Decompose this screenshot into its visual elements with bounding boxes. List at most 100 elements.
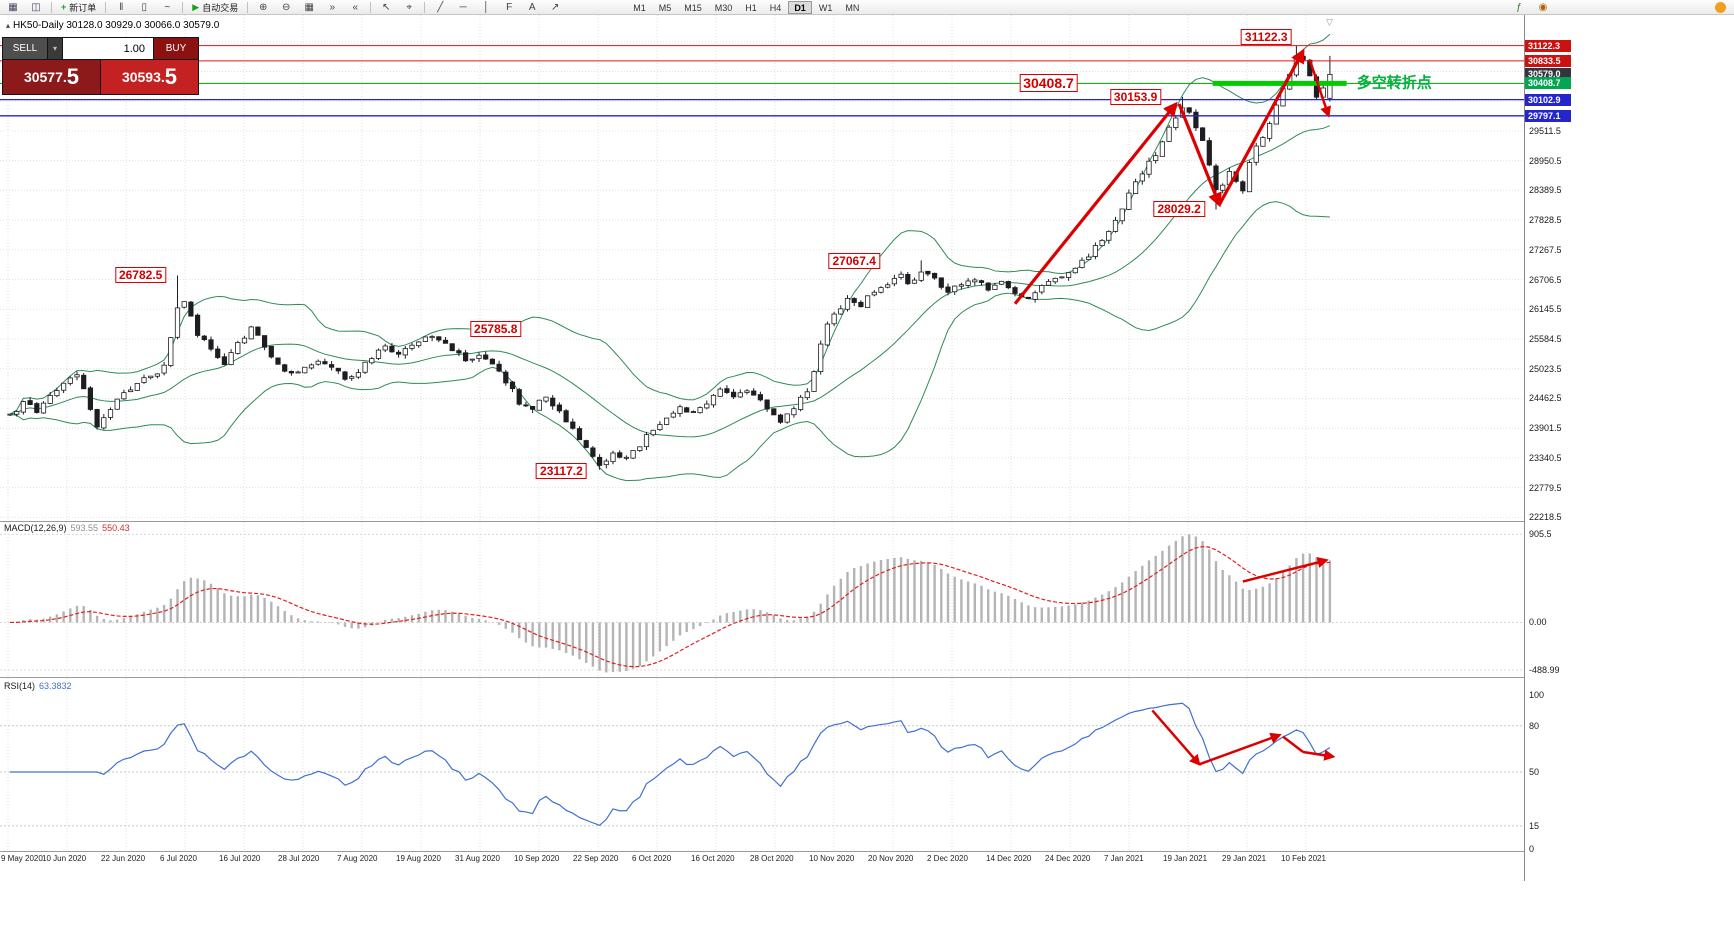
one-click-toggle[interactable]: ▴ — [6, 21, 11, 30]
timeframe-h1[interactable]: H1 — [745, 2, 757, 13]
time-axis-label: 6 Oct 2020 — [632, 854, 672, 863]
price-tag-30579.0: 30579.0 — [1525, 68, 1571, 81]
auto-trading-button-icon: ▶ — [192, 1, 200, 12]
turning-point-label[interactable]: 多空转折点 — [1356, 74, 1432, 92]
timeframe-m30[interactable]: M30 — [714, 2, 733, 13]
price-tag-30833.5: 30833.5 — [1525, 54, 1571, 67]
community-icon[interactable] — [1715, 1, 1726, 13]
buy-button[interactable]: BUY — [154, 38, 198, 59]
timeframe-mn[interactable]: MN — [845, 2, 860, 13]
sell-price-main: 30577. — [23, 69, 67, 85]
time-axis-label: 10 Sep 2020 — [514, 854, 560, 863]
tile-windows-icon[interactable]: ▦ — [304, 1, 314, 13]
time-axis-label: 28 Jul 2020 — [278, 854, 320, 863]
price-axis-tick: 25023.5 — [1529, 363, 1562, 374]
price-annotation-28029.2[interactable]: 28029.2 — [1153, 201, 1205, 218]
chart-shift-icon[interactable]: « — [352, 1, 358, 13]
timeframe-m15[interactable]: M15 — [684, 2, 702, 13]
price-axis-tick: 27828.5 — [1529, 215, 1562, 226]
rsi-line — [10, 702, 1331, 826]
rsi-axis-label: 100 — [1529, 690, 1545, 700]
buy-price-big-digit: 5 — [164, 63, 178, 89]
macd-value-2: 550.43 — [102, 523, 130, 533]
line-chart-icon[interactable]: ~ — [164, 1, 171, 13]
price-axis[interactable]: 29511.5 28950.5 28389.5 27828.5 27267.5 26706… — [1524, 15, 1734, 881]
chart-canvas[interactable] — [0, 15, 1524, 866]
auto-scroll-icon[interactable]: » — [329, 1, 335, 13]
price-annotation-30408.7[interactable]: 30408.7 — [1019, 74, 1078, 93]
rsi-axis-label: 50 — [1529, 767, 1540, 777]
sell-price[interactable]: 30577. 5 — [3, 60, 100, 94]
volume-field[interactable]: 1.00 — [63, 38, 153, 59]
vertical-line-icon[interactable]: │ — [483, 1, 490, 13]
sell-button[interactable]: SELL — [3, 38, 47, 59]
price-annotation-30153.9[interactable]: 30153.9 — [1109, 89, 1162, 106]
price-tag-30102.9: 30102.9 — [1525, 93, 1571, 106]
macd-name: MACD(12,26,9) — [4, 523, 67, 533]
buy-price[interactable]: 30593. 5 — [101, 60, 198, 94]
crosshair-icon[interactable]: ⌖ — [406, 1, 413, 13]
time-axis-label: 29 Jan 2021 — [1222, 854, 1267, 863]
time-axis-label: 19 Jan 2021 — [1163, 854, 1208, 863]
zoom-in-icon[interactable]: ⊕ — [259, 1, 268, 13]
toolbar-separator — [51, 1, 52, 13]
timeframe-d1[interactable]: D1 — [788, 0, 812, 14]
zoom-out-icon[interactable]: ⊖ — [282, 1, 291, 13]
text-tool-icon[interactable]: A — [528, 1, 536, 13]
chart-area[interactable]: 29511.5 28950.5 28389.5 27828.5 27267.5 26706… — [0, 15, 1734, 946]
toolbar-separator — [182, 1, 184, 13]
macd-value-1: 593.55 — [70, 523, 99, 533]
new-order-button[interactable]: + 新订单 — [56, 1, 101, 14]
chart-profiles-icon[interactable]: ◫ — [31, 1, 41, 13]
price-axis-tick: 29511.5 — [1529, 125, 1561, 136]
indicators-icon[interactable]: ƒ — [1516, 1, 1522, 13]
horizontal-lines[interactable] — [0, 45, 1524, 117]
rsi-axis-label: 80 — [1529, 720, 1540, 731]
new-order-button-label: 新订单 — [69, 2, 97, 13]
rsi-panel-separator[interactable] — [0, 677, 1734, 678]
rsi-axis-label: 0 — [1529, 844, 1535, 854]
auto-trading-button-label: 自动交易 — [202, 2, 239, 13]
price-annotation-27067.4[interactable]: 27067.4 — [828, 252, 880, 269]
timeframe-h4[interactable]: H4 — [769, 2, 782, 13]
time-axis-label: 9 May 2020 — [1, 854, 43, 863]
timeframe-m1[interactable]: M1 — [633, 2, 646, 13]
alerts-icon[interactable]: ◉ — [1538, 1, 1548, 13]
timeframe-m5[interactable]: M5 — [658, 2, 672, 13]
new-chart-icon[interactable]: ▦ — [8, 1, 18, 13]
toolbar-separator — [424, 1, 426, 13]
cursor-icon[interactable]: ↖ — [382, 1, 391, 13]
candlestick-chart-icon[interactable]: ▯ — [141, 1, 148, 13]
horizontal-line-icon[interactable]: ─ — [459, 1, 467, 13]
one-click-trade-panel: SELL ▾ 1.00 BUY 30577. 5 30593. 5 — [2, 37, 199, 95]
new-order-button-icon: + — [61, 2, 67, 12]
price-axis-tick: 23901.5 — [1529, 423, 1562, 434]
toolbar-right: ƒ ◉ — [1508, 1, 1554, 14]
time-axis-separator — [0, 851, 1734, 852]
sell-price-big-digit: 5 — [66, 63, 80, 89]
ohlc-bars-icon[interactable]: ‖ — [119, 1, 124, 13]
price-axis-tick: 26706.5 — [1529, 274, 1562, 285]
volume-dropdown[interactable]: ▾ — [48, 38, 62, 59]
rsi-panel — [0, 702, 1524, 827]
auto-trading-button[interactable]: ▶ 自动交易 — [187, 1, 243, 14]
macd-panel — [0, 533, 1524, 673]
macd-panel-separator[interactable] — [0, 521, 1734, 522]
fibonacci-icon[interactable]: F — [506, 1, 513, 13]
time-axis-label: 2 Dec 2020 — [927, 854, 968, 863]
trend-arrows[interactable] — [1013, 48, 1332, 305]
price-annotation-25785.8[interactable]: 25785.8 — [470, 320, 522, 337]
price-axis-tick: 24462.5 — [1529, 393, 1562, 404]
price-annotation-31122.3[interactable]: 31122.3 — [1240, 28, 1292, 45]
trendline-icon[interactable]: ╱ — [437, 1, 444, 13]
time-axis-label: 31 Aug 2020 — [455, 854, 500, 863]
time-axis-label: 10 Jun 2020 — [42, 854, 87, 863]
price-annotation-23117.2[interactable]: 23117.2 — [536, 462, 587, 479]
timeframe-w1[interactable]: W1 — [818, 2, 833, 13]
price-annotation-26782.5[interactable]: 26782.5 — [114, 266, 167, 283]
price-axis-tick: 26145.5 — [1529, 304, 1562, 315]
toolbar: ▦ ◫ + 新订单 ‖ ▯ ~ ▶ 自动交易 ⊕ ⊖ ▦ » « ↖ ⌖ ╱ ─ │ F A ↗ M1 M5 M15 M30 H1… — [0, 0, 1734, 15]
time-axis-label: 24 Dec 2020 — [1045, 854, 1091, 863]
arrow-tool-icon[interactable]: ↗ — [551, 1, 560, 13]
